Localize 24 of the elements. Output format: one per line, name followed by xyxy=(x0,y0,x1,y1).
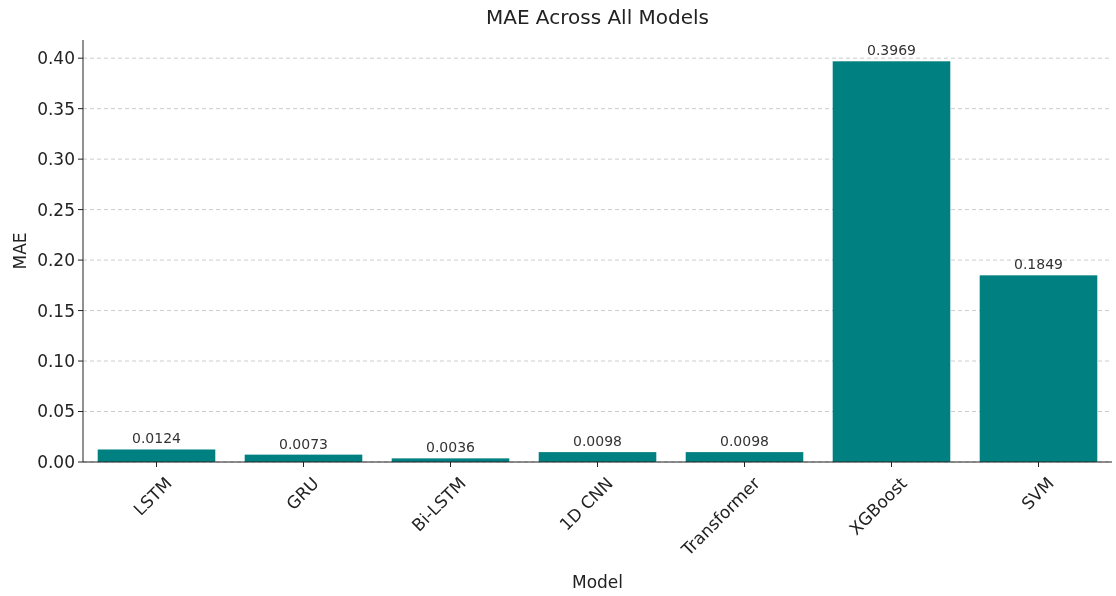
data-label: 0.0036 xyxy=(426,439,476,456)
bar xyxy=(685,452,804,462)
x-axis-title: Model xyxy=(571,572,624,592)
data-label: 0.3969 xyxy=(867,42,916,59)
data-label: 0.0124 xyxy=(132,430,182,447)
bar xyxy=(832,61,951,462)
y-tick-label: 0.35 xyxy=(37,98,75,119)
bar xyxy=(538,452,657,462)
y-tick-label: 0.15 xyxy=(37,300,75,321)
data-label: 0.0098 xyxy=(720,433,769,450)
y-tick-label: 0.05 xyxy=(37,401,75,422)
y-tick-label: 0.10 xyxy=(37,350,75,371)
data-label: 0.1849 xyxy=(1014,256,1063,273)
y-tick-label: 0.25 xyxy=(37,199,75,220)
chart-title: MAE Across All Models xyxy=(485,5,710,29)
data-label: 0.0073 xyxy=(279,435,328,452)
y-tick-label: 0.40 xyxy=(37,48,75,69)
y-tick-label: 0.00 xyxy=(37,451,75,472)
bar xyxy=(97,449,216,462)
y-tick-label: 0.20 xyxy=(37,250,75,271)
bar xyxy=(979,275,1098,462)
y-tick-label: 0.30 xyxy=(37,149,75,170)
data-label: 0.0098 xyxy=(573,433,622,450)
y-axis-title: MAE xyxy=(10,232,30,270)
